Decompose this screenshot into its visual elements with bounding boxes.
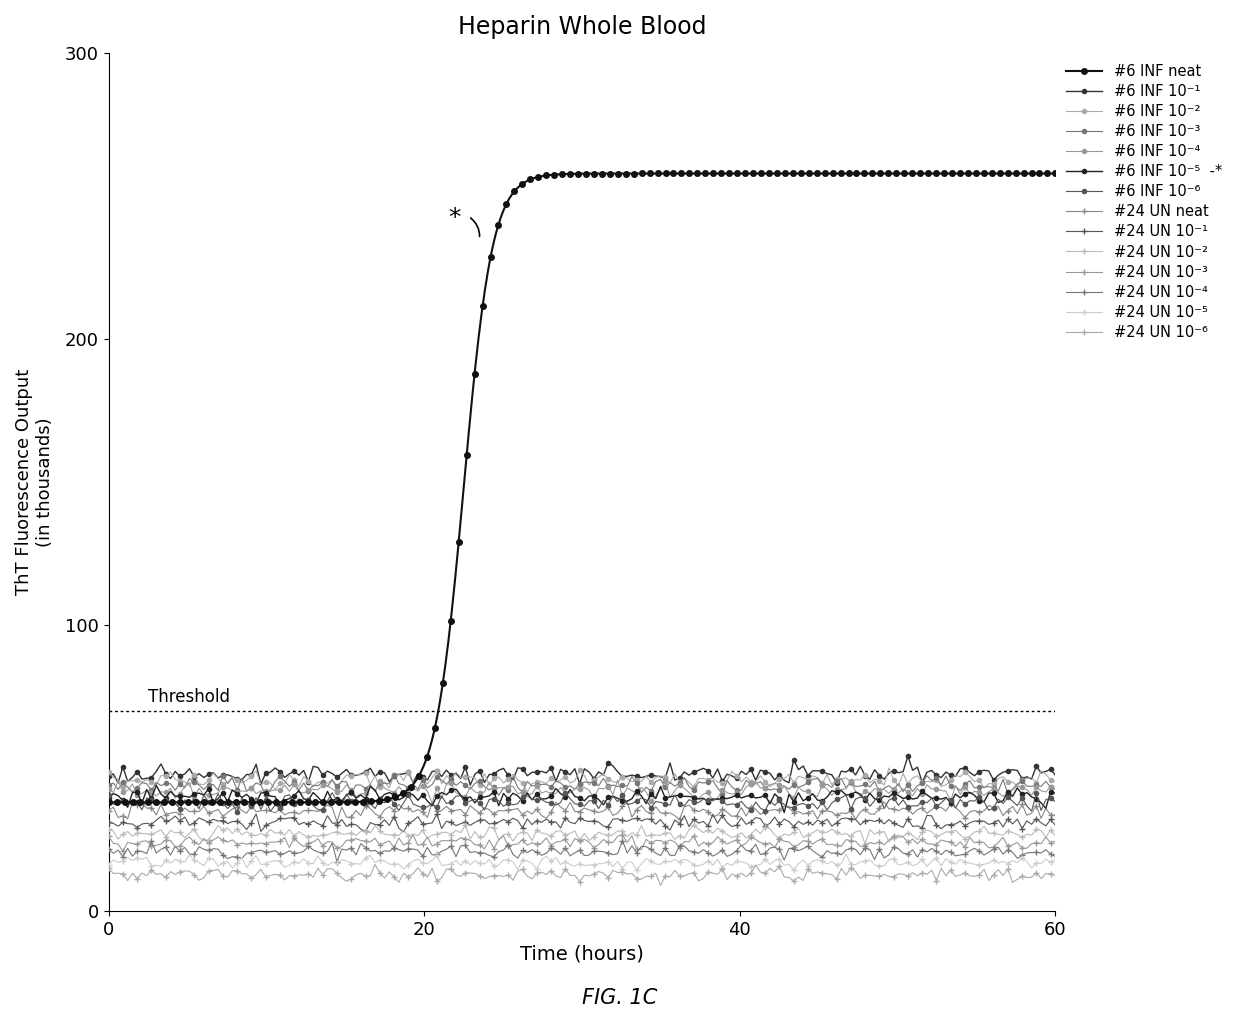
Y-axis label: ThT Fluorescence Output
(in thousands): ThT Fluorescence Output (in thousands)	[15, 369, 53, 595]
Legend: #6 INF neat, #6 INF 10⁻¹, #6 INF 10⁻², #6 INF 10⁻³, #6 INF 10⁻⁴, #6 INF 10⁻⁵  -*: #6 INF neat, #6 INF 10⁻¹, #6 INF 10⁻², #…	[1063, 61, 1225, 343]
Text: *: *	[448, 206, 460, 230]
X-axis label: Time (hours): Time (hours)	[520, 945, 644, 963]
Text: Threshold: Threshold	[148, 688, 231, 706]
Title: Heparin Whole Blood: Heparin Whole Blood	[458, 15, 707, 39]
Text: FIG. 1C: FIG. 1C	[583, 987, 657, 1008]
